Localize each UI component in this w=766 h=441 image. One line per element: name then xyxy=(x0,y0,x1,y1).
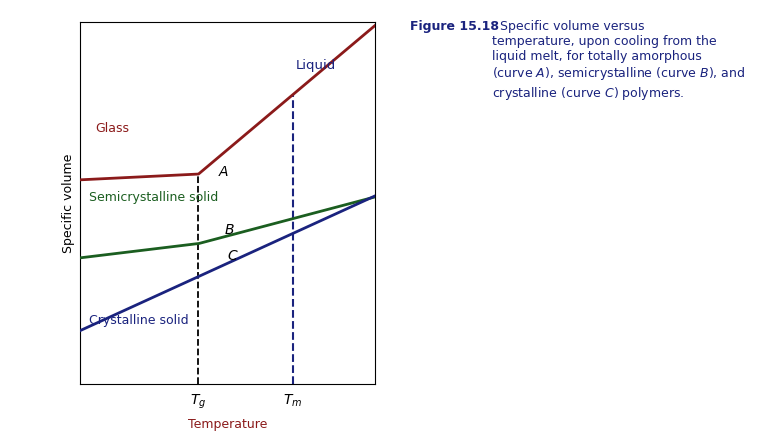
Text: Semicrystalline solid: Semicrystalline solid xyxy=(90,191,218,204)
Text: Figure 15.18: Figure 15.18 xyxy=(410,20,499,33)
X-axis label: Temperature: Temperature xyxy=(188,418,267,431)
Text: C: C xyxy=(228,249,237,263)
Text: Crystalline solid: Crystalline solid xyxy=(90,314,189,327)
Text: Liquid: Liquid xyxy=(296,59,336,72)
Text: B: B xyxy=(225,223,234,237)
Text: A: A xyxy=(219,165,228,179)
Text: Specific volume versus
temperature, upon cooling from the
liquid melt, for total: Specific volume versus temperature, upon… xyxy=(492,20,745,101)
Y-axis label: Specific volume: Specific volume xyxy=(62,153,75,253)
Text: Glass: Glass xyxy=(95,122,129,135)
